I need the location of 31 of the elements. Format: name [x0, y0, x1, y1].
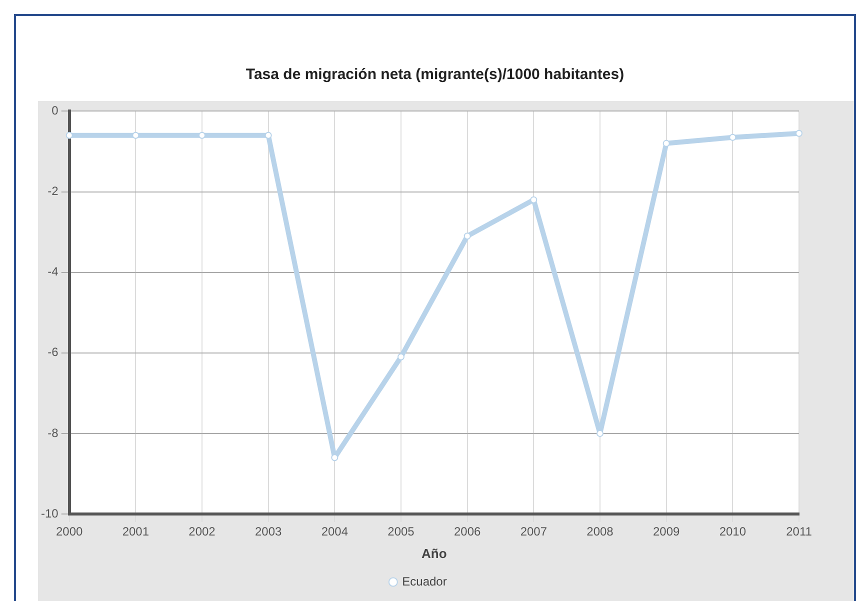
y-tick-label: 0 [52, 104, 59, 118]
chart-title: Tasa de migración neta (migrante(s)/1000 habitantes) [244, 66, 626, 83]
x-tick-label: 2010 [719, 524, 746, 539]
x-tick-label: 2004 [321, 524, 348, 539]
point [66, 132, 73, 139]
legend-label: Ecuador [402, 574, 447, 588]
y-tick-label: -6 [48, 345, 59, 360]
x-tick-label: 2011 [786, 524, 812, 539]
point [662, 140, 670, 147]
x-tick-label: 2000 [56, 524, 84, 539]
y-tick-label: -8 [48, 426, 59, 440]
point [530, 196, 538, 204]
x-axis-title: Año [422, 546, 447, 561]
point [729, 134, 736, 141]
x-tick-label: 2001 [122, 524, 150, 539]
point [264, 132, 272, 139]
x-tick-label: 2002 [188, 524, 216, 539]
point [331, 454, 338, 462]
x-tick-label: 2006 [454, 524, 482, 539]
point [132, 132, 140, 139]
x-tick-label: 2009 [652, 524, 680, 539]
point [464, 232, 471, 240]
y-tick-label: -2 [48, 184, 59, 198]
x-tick-label: 2003 [254, 524, 282, 539]
x-tick-label: 2005 [388, 524, 415, 539]
point [796, 130, 802, 137]
y-tick-label: -4 [48, 264, 59, 279]
x-tick-label: 2007 [520, 524, 548, 539]
point [398, 353, 405, 360]
x-tick-label: 2008 [586, 524, 614, 539]
y-tick-label: -10 [41, 506, 59, 520]
